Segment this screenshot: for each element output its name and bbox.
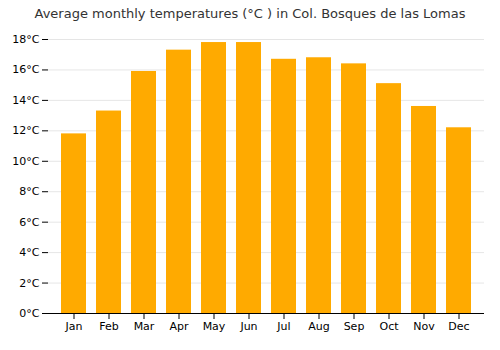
html-text:Average monthly temperatures (: Average monthly temperatures (°C ) in Co… (34, 6, 466, 21)
svg-text:Mar: Mar (134, 320, 155, 333)
svg-text:12°C: 12°C (12, 124, 39, 137)
svg-text:Sep: Sep (344, 320, 365, 333)
svg-text:Jun: Jun (239, 320, 257, 333)
svg-text:Oct: Oct (379, 320, 399, 333)
svg-text:Jul: Jul (276, 320, 290, 333)
svg-text:4°C: 4°C (19, 246, 39, 259)
svg-text:8°C: 8°C (19, 185, 39, 198)
svg-text:18°C: 18°C (12, 33, 39, 46)
svg-text:Jan: Jan (65, 320, 83, 333)
svg-text:16°C: 16°C (12, 63, 39, 76)
svg-text:May: May (203, 320, 226, 333)
svg-text:Aug: Aug (308, 320, 329, 333)
svg-text:Dec: Dec (448, 320, 469, 333)
svg-text:Nov: Nov (413, 320, 435, 333)
svg-text:0°C: 0°C (19, 307, 39, 320)
svg-text:6°C: 6°C (19, 216, 39, 229)
svg-text:Feb: Feb (99, 320, 118, 333)
svg-text:10°C: 10°C (12, 155, 39, 168)
svg-text:14°C: 14°C (12, 94, 39, 107)
svg-text:Apr: Apr (169, 320, 189, 333)
svg-text:2°C: 2°C (19, 277, 39, 290)
